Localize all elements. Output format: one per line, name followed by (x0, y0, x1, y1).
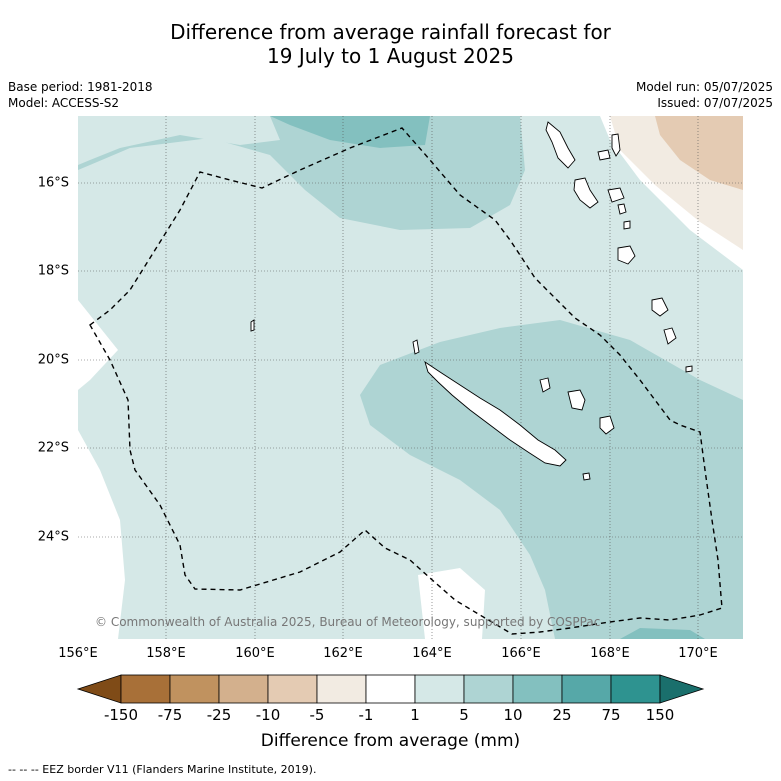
lon-label-162e: 162°E (323, 646, 363, 661)
colorbar-cell (561, 674, 612, 704)
colorbar-tick-label: -25 (206, 706, 232, 724)
colorbar-extend-high (659, 674, 705, 704)
eez-footnote: -- -- -- EEZ border V11 (Flanders Marine… (8, 763, 317, 776)
colorbar-extend-low (76, 674, 122, 704)
graticule (78, 116, 743, 639)
lon-label-158e: 158°E (146, 646, 186, 661)
colorbar-tick-label: 10 (503, 706, 523, 724)
vanuatu-ambrym (607, 187, 625, 203)
bellona-reef-islet (250, 319, 255, 332)
colorbar (76, 674, 705, 704)
base-period: Base period: 1981-2018 (8, 80, 153, 94)
region-white-west-north (78, 300, 118, 390)
colorbar-cells (120, 674, 661, 704)
lon-label-170e: 170°E (678, 646, 718, 661)
lon-label-160e: 160°E (235, 646, 275, 661)
lon-label-166e: 166°E (501, 646, 541, 661)
colorbar-tick-label: 25 (552, 706, 572, 724)
colorbar-cell (512, 674, 563, 704)
chesterfield-islet (412, 339, 420, 355)
eez-border (89, 127, 723, 635)
vanuatu-erromango (651, 297, 669, 317)
region-teal-dark-south (620, 628, 705, 639)
colorbar-cell (120, 674, 171, 704)
lat-label-20s: 20°S (37, 352, 69, 368)
colorbar-tick-label: -75 (157, 706, 183, 724)
colorbar-tick-label: 1 (410, 706, 420, 724)
colorbar-cell (414, 674, 465, 704)
meta-right: Model run: 05/07/2025 Issued: 07/07/2025 (636, 79, 773, 111)
colorbar-cell (365, 674, 416, 704)
new-caledonia-main-island (424, 360, 567, 467)
colorbar-cell (169, 674, 220, 704)
isle-of-pines (582, 472, 591, 481)
colorbar-cell (267, 674, 318, 704)
model-run: Model run: 05/07/2025 (635, 80, 773, 94)
region-white-south (418, 568, 485, 639)
vanuatu-maewo (611, 133, 621, 157)
region-teal-central (360, 320, 743, 639)
vanuatu-espiritu-santo (545, 121, 576, 169)
region-white-west-south (78, 430, 125, 639)
vanuatu-aneityum (685, 365, 693, 373)
title-line-1: Difference from average rainfall forecas… (170, 20, 611, 44)
colorbar-cell (610, 674, 661, 704)
vanuatu-ambae (597, 149, 611, 161)
map-title: Difference from average rainfall forecas… (0, 20, 781, 68)
loyalty-island-mare (599, 415, 615, 435)
colorbar-tick-label: 150 (645, 706, 675, 724)
colorbar-cell (463, 674, 514, 704)
colorbar-tick-label: -1 (358, 706, 374, 724)
vanuatu-malekula (573, 177, 599, 209)
colorbar-tick-label: 5 (459, 706, 469, 724)
colorbar-tick-label: -10 (255, 706, 281, 724)
colorbar-cell (218, 674, 269, 704)
lat-label-24s: 24°S (37, 529, 69, 545)
region-tan (655, 116, 743, 190)
loyalty-island-lifou (567, 389, 586, 411)
lon-label-156e: 156°E (58, 646, 98, 661)
colorbar-tick-label: -5 (309, 706, 325, 724)
region-teal-dark-north (270, 116, 430, 148)
meta-left: Base period: 1981-2018 Model: ACCESS-S2 (8, 79, 153, 111)
lat-label-22s: 22°S (37, 440, 69, 456)
copyright-text: © Commonwealth of Australia 2025, Bureau… (95, 615, 600, 629)
lat-label-18s: 18°S (37, 263, 69, 279)
colorbar-tick-label: -150 (103, 706, 139, 724)
model-name: Model: ACCESS-S2 (8, 96, 120, 110)
vanuatu-tanna (663, 327, 677, 345)
lon-label-164e: 164°E (412, 646, 452, 661)
lat-label-16s: 16°S (37, 175, 69, 191)
loyalty-island-ouvea (539, 377, 551, 393)
title-line-2: 19 July to 1 August 2025 (267, 44, 514, 68)
colorbar-tick-label: 75 (601, 706, 621, 724)
vanuatu-epi (623, 220, 631, 230)
region-light-north (78, 116, 280, 165)
vanuatu-efate (617, 245, 636, 265)
landmasses (250, 121, 693, 481)
vanuatu-paama (617, 203, 627, 215)
map-area: © Commonwealth of Australia 2025, Bureau… (78, 116, 743, 639)
colorbar-cell (316, 674, 367, 704)
lon-label-168e: 168°E (590, 646, 630, 661)
colorbar-title: Difference from average (mm) (260, 731, 521, 751)
issued-date: Issued: 07/07/2025 (657, 96, 773, 110)
